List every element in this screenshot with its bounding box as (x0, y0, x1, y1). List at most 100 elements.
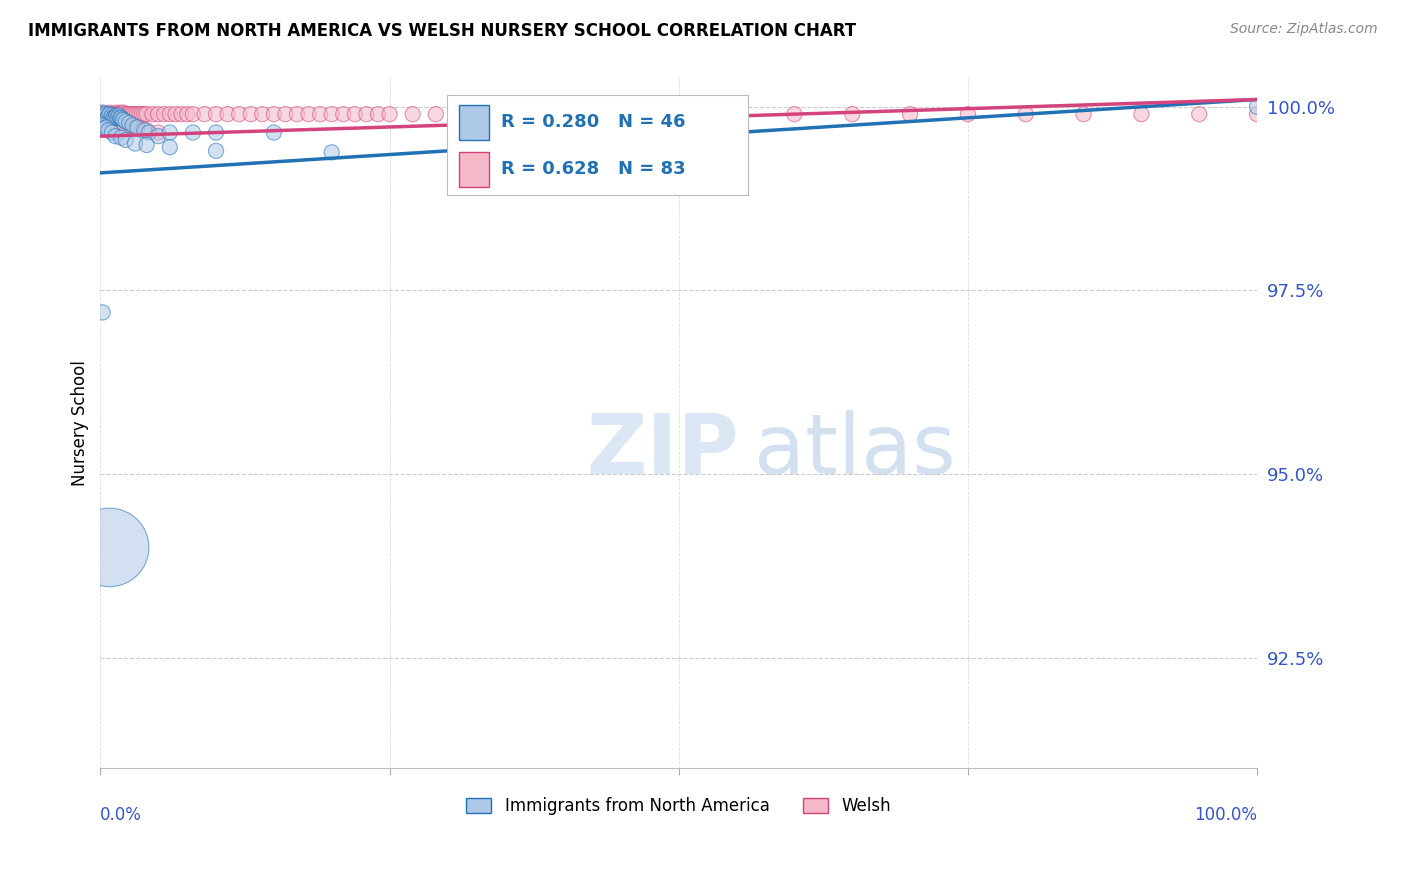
Point (898, 107, 921, 121)
Point (108, 109, 131, 123)
Point (105, 105, 128, 120)
Point (101, 109, 124, 123)
Point (1246, 107, 1268, 121)
Point (91, 107, 114, 121)
Point (94, 109, 117, 123)
Point (110, 130, 132, 145)
Point (285, 107, 308, 121)
Point (98, 105, 121, 120)
Point (378, 107, 401, 121)
Point (309, 107, 332, 121)
Point (118, 116, 141, 130)
Point (841, 107, 863, 121)
Point (447, 107, 470, 121)
Point (471, 107, 494, 121)
Point (494, 107, 516, 121)
Point (112, 105, 135, 120)
Point (114, 133, 136, 147)
Text: atlas: atlas (754, 409, 956, 491)
Point (90, 105, 112, 120)
Point (110, 111, 132, 125)
Legend: Immigrants from North America, Welsh: Immigrants from North America, Welsh (460, 790, 897, 822)
Point (205, 107, 228, 121)
Point (356, 107, 378, 121)
Point (127, 107, 149, 121)
Point (621, 107, 644, 121)
Point (1073, 107, 1095, 121)
Point (97, 109, 120, 123)
Point (107, 111, 129, 125)
Point (111, 107, 134, 121)
Point (107, 114, 129, 128)
Point (135, 107, 157, 121)
Point (783, 107, 806, 121)
Point (176, 107, 198, 121)
Point (91, 107, 114, 121)
Point (104, 129, 127, 144)
Point (103, 111, 125, 125)
Text: Source: ZipAtlas.com: Source: ZipAtlas.com (1230, 22, 1378, 37)
Point (153, 107, 176, 121)
Point (239, 107, 262, 121)
Point (134, 107, 156, 121)
Point (252, 107, 274, 121)
Point (135, 138, 157, 153)
Point (127, 120, 149, 135)
Point (93, 111, 115, 125)
Point (263, 107, 285, 121)
Point (117, 107, 139, 121)
Point (108, 107, 131, 121)
Point (120, 107, 142, 121)
Point (124, 107, 146, 121)
Point (1015, 107, 1038, 121)
Point (1130, 107, 1153, 121)
Point (118, 118, 141, 132)
Point (217, 107, 239, 121)
Point (297, 107, 319, 121)
Text: 100.0%: 100.0% (1194, 805, 1257, 823)
Point (343, 107, 366, 121)
Point (401, 107, 423, 121)
Point (124, 136, 146, 151)
Point (575, 107, 598, 121)
Point (141, 107, 163, 121)
Point (1246, 100, 1268, 114)
Point (96, 107, 118, 121)
Point (121, 118, 143, 132)
Text: ZIP: ZIP (586, 409, 738, 491)
Point (93, 121, 115, 136)
Point (321, 145, 343, 160)
Point (101, 126, 124, 140)
Point (114, 107, 136, 121)
Point (100, 111, 122, 125)
Point (90, 118, 112, 132)
Y-axis label: Nursery School: Nursery School (72, 359, 89, 485)
Point (121, 107, 143, 121)
Point (529, 107, 551, 121)
Point (263, 126, 285, 140)
Point (165, 107, 187, 121)
Point (228, 107, 250, 121)
Point (148, 126, 170, 140)
Point (205, 126, 228, 140)
Text: IMMIGRANTS FROM NORTH AMERICA VS WELSH NURSERY SCHOOL CORRELATION CHART: IMMIGRANTS FROM NORTH AMERICA VS WELSH N… (28, 22, 856, 40)
Point (1188, 107, 1211, 121)
Point (124, 120, 146, 135)
Point (274, 107, 297, 121)
Point (91, 305, 114, 319)
Point (112, 113, 135, 128)
Point (105, 109, 128, 123)
Point (159, 107, 181, 121)
Point (94, 107, 117, 121)
Point (110, 105, 132, 120)
Point (367, 107, 389, 121)
Point (332, 107, 354, 121)
Point (148, 107, 170, 121)
Point (96, 111, 118, 125)
Point (107, 107, 129, 121)
Point (725, 107, 748, 121)
Point (97, 107, 120, 121)
Point (97, 123, 120, 137)
Point (159, 140, 181, 154)
Point (128, 107, 150, 121)
